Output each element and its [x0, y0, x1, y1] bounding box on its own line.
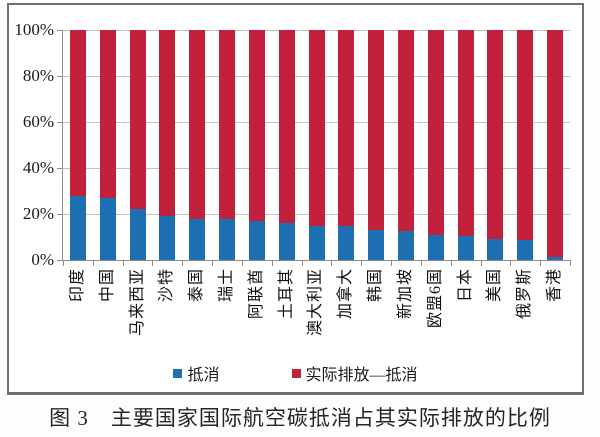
bar-segment-remainder	[427, 30, 444, 235]
x-tick-label: 阿联酋	[247, 268, 265, 320]
chart-frame: 0% 20% 40% 60% 80% 100% 印度 中国 马来西亚 沙特 泰国 瑞士 阿联酋 土耳其澳…	[7, 3, 584, 395]
bar-segment-remainder	[308, 30, 325, 226]
x-axis-line	[62, 260, 571, 261]
bar-segment-remainder	[189, 30, 206, 219]
bar-segment-remainder	[547, 30, 564, 257]
x-tick-label: 澳大利亚	[307, 268, 325, 337]
bar-segment-remainder	[338, 30, 355, 226]
y-axis-tick	[57, 122, 62, 123]
x-tick-label: 日本	[456, 268, 474, 303]
bar-segment-remainder	[517, 30, 534, 241]
x-tick-label: 印度	[68, 268, 86, 303]
bar-segment-remainder	[159, 30, 176, 217]
bar-segment-remainder	[278, 30, 295, 224]
x-tick-label: 土耳其	[277, 268, 295, 320]
x-axis-tick	[123, 261, 124, 266]
bar-segment-remainder	[487, 30, 504, 240]
bar-segment-remainder	[219, 30, 236, 219]
x-axis-tick	[212, 261, 213, 266]
y-tick-label: 100%	[14, 20, 54, 39]
y-axis-tick	[57, 260, 62, 261]
x-tick-label: 中国	[98, 268, 116, 303]
y-axis-tick	[57, 168, 62, 169]
bar-segment-remainder	[129, 30, 146, 210]
x-tick-label: 香港	[546, 268, 564, 303]
x-axis-tick	[481, 261, 482, 266]
bar-segment-remainder	[457, 30, 474, 236]
x-tick-label: 欧盟6国	[426, 268, 444, 329]
x-tick-label: 俄罗斯	[516, 268, 534, 320]
x-axis-tick	[93, 261, 94, 266]
bar-segment-offset	[368, 230, 385, 260]
y-tick-label: 20%	[22, 204, 54, 223]
x-axis-tick	[242, 261, 243, 266]
bar-segment-offset	[547, 256, 564, 260]
bar-segment-offset	[487, 239, 504, 260]
bar-segment-offset	[129, 209, 146, 260]
bar-segment-remainder	[368, 30, 385, 231]
x-axis-tick	[152, 261, 153, 266]
y-axis: 0% 20% 40% 60% 80% 100%	[9, 20, 57, 269]
bar-segment-offset	[278, 223, 295, 260]
plot-area	[57, 30, 571, 266]
bar-segment-offset	[517, 240, 534, 260]
bar-segment-remainder	[99, 30, 116, 198]
x-axis-tick	[391, 261, 392, 266]
x-axis-tick	[421, 261, 422, 266]
x-axis-tick	[361, 261, 362, 266]
x-tick-label: 美国	[486, 268, 504, 303]
x-axis-tick	[272, 261, 273, 266]
legend-label-offset: 抵消	[187, 367, 220, 384]
bar-segment-offset	[338, 225, 355, 260]
x-axis-tick	[570, 261, 571, 266]
y-axis-tick	[57, 214, 62, 215]
x-tick-label: 泰国	[188, 268, 206, 303]
legend: 抵消 实际排放—抵消	[9, 361, 582, 385]
bar-segment-offset	[99, 197, 116, 260]
x-axis-labels: 印度 中国 马来西亚 沙特 泰国 瑞士 阿联酋 土耳其 澳大利亚 加拿大 韩国 新加坡 欧盟6国 日本 美国…	[63, 268, 570, 368]
x-tick-label: 沙特	[158, 268, 176, 303]
y-axis-tick	[57, 30, 62, 31]
bar-segment-offset	[427, 234, 444, 260]
x-axis-tick	[331, 261, 332, 266]
x-tick-label: 马来西亚	[128, 268, 146, 337]
y-tick-label: 80%	[22, 66, 54, 85]
bar-segment-remainder	[248, 30, 265, 221]
legend-label-actual-minus-offset: 实际排放—抵消	[305, 367, 418, 384]
legend-item-offset: 抵消	[173, 361, 220, 385]
y-tick-label: 40%	[22, 158, 54, 177]
x-axis-tick	[182, 261, 183, 266]
x-axis-tick	[63, 261, 64, 266]
bar-segment-offset	[219, 218, 236, 260]
bar-segment-offset	[308, 225, 325, 260]
x-axis-tick	[540, 261, 541, 266]
legend-item-actual-minus-offset: 实际排放—抵消	[291, 361, 418, 385]
x-tick-label: 韩国	[367, 268, 385, 303]
bar-segment-offset	[248, 220, 265, 260]
legend-swatch-red	[291, 368, 301, 378]
bar-segment-remainder	[397, 30, 414, 232]
bar-segment-offset	[397, 231, 414, 260]
x-axis-tick	[510, 261, 511, 266]
y-axis-tick	[57, 76, 62, 77]
y-tick-label: 0%	[31, 250, 54, 269]
x-axis-tick	[451, 261, 452, 266]
bar-segment-offset	[159, 216, 176, 260]
x-tick-label: 新加坡	[396, 268, 414, 320]
bar-segment-remainder	[69, 30, 86, 196]
y-axis-line	[62, 30, 63, 261]
bar-segment-offset	[189, 218, 206, 260]
bar-segment-offset	[69, 195, 86, 260]
bar-segment-offset	[457, 235, 474, 260]
x-tick-label: 加拿大	[337, 268, 355, 320]
x-tick-label: 瑞士	[218, 268, 236, 303]
legend-swatch-blue	[173, 368, 183, 378]
y-tick-label: 60%	[22, 112, 54, 131]
figure-caption: 图 3 主要国家国际航空碳抵消占其实际排放的比例	[49, 406, 551, 430]
x-axis-tick	[302, 261, 303, 266]
